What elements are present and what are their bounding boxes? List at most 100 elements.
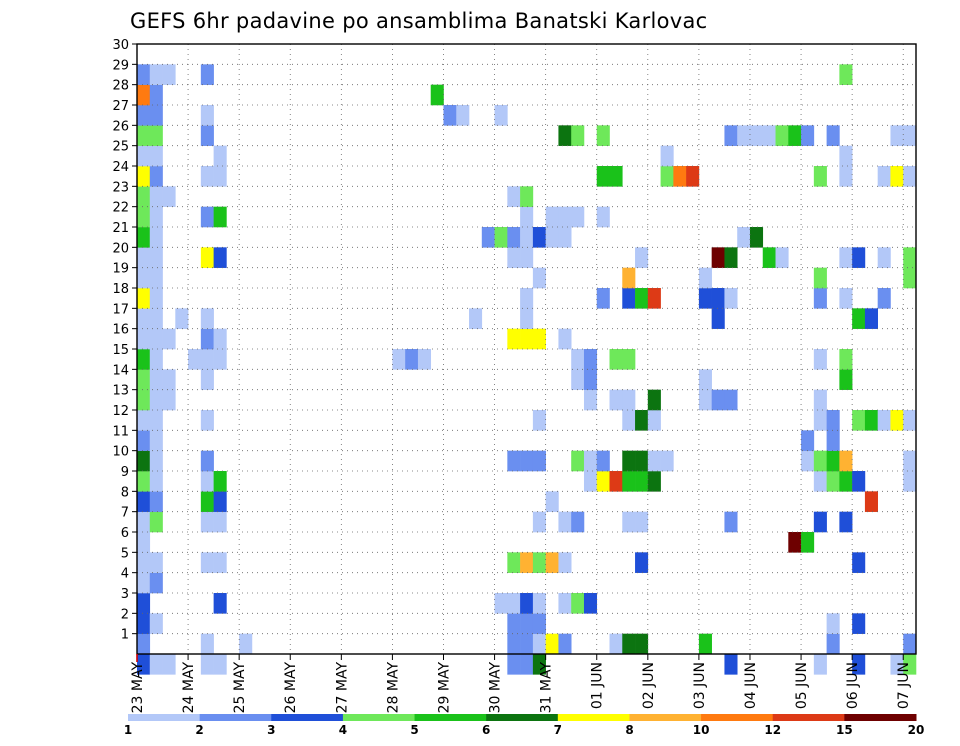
heatmap-cell — [149, 410, 163, 431]
heatmap-cell — [149, 572, 163, 594]
heatmap-cell — [801, 430, 815, 451]
heatmap-cell — [188, 349, 202, 370]
heatmap-cell — [520, 633, 534, 655]
x-tick-label: 24 MAY — [181, 662, 197, 714]
heatmap-cell — [558, 328, 572, 350]
heatmap-cell — [520, 552, 534, 573]
heatmap-cell — [609, 633, 623, 655]
heatmap-cell — [149, 389, 163, 411]
heatmap-cell — [200, 206, 214, 228]
heatmap-cell — [545, 552, 559, 573]
heatmap-cell — [417, 349, 432, 370]
heatmap-cell — [507, 613, 521, 634]
heatmap-cell — [532, 511, 546, 533]
heatmap-cell — [635, 633, 649, 655]
heatmap-cell — [647, 410, 661, 431]
y-tick-label: 1 — [121, 628, 129, 643]
heatmap-cell — [149, 552, 163, 573]
heatmap-cell — [137, 430, 151, 451]
heatmap-cell — [583, 349, 598, 370]
heatmap-cell — [622, 633, 636, 655]
heatmap-cell — [813, 166, 827, 187]
y-tick-label: 3 — [121, 587, 129, 602]
heatmap-cell — [137, 511, 151, 533]
x-tick-label: 01 JUN — [590, 662, 606, 709]
heatmap-cell — [839, 511, 853, 533]
heatmap-cell — [520, 328, 534, 350]
heatmap-cell — [558, 227, 572, 248]
heatmap-cell — [545, 227, 559, 248]
heatmap-cell — [903, 410, 917, 431]
heatmap-cell — [775, 247, 789, 268]
heatmap-cell — [137, 145, 151, 167]
heatmap-cell — [660, 450, 674, 472]
heatmap-cell — [149, 227, 163, 248]
y-tick-label: 9 — [121, 465, 129, 480]
y-tick-label: 12 — [112, 404, 129, 419]
heatmap-cell — [903, 654, 917, 675]
heatmap-cell — [724, 511, 738, 533]
heatmap-cell — [852, 471, 866, 492]
x-tick-label: 05 JUN — [794, 662, 810, 709]
heatmap-cell — [826, 125, 840, 146]
x-tick-label: 25 MAY — [232, 662, 248, 714]
heatmap-cell — [877, 410, 891, 431]
heatmap-cell — [494, 227, 508, 248]
heatmap-cell — [507, 328, 521, 350]
heatmap-cell — [200, 633, 214, 655]
heatmap-cell — [571, 349, 585, 370]
heatmap-cell — [583, 471, 598, 492]
heatmap-cell — [520, 186, 534, 207]
heatmap-cell — [137, 105, 151, 126]
heatmap-cell — [647, 389, 661, 411]
heatmap-cell — [520, 206, 534, 228]
heatmap-cell — [149, 105, 163, 126]
heatmap-cell — [839, 369, 853, 390]
heatmap-cell — [788, 125, 802, 146]
heatmap-cell — [813, 471, 827, 492]
heatmap-cell — [162, 654, 176, 675]
legend-swatch — [414, 714, 487, 721]
legend: 1 2 3 4 5 6 7 8 10 12 15 20 — [124, 714, 924, 737]
heatmap-cell — [149, 186, 163, 207]
legend-label: 5 — [410, 723, 418, 737]
heatmap-cell — [532, 613, 546, 634]
heatmap-cell — [532, 654, 546, 675]
heatmap-cell — [532, 328, 546, 350]
heatmap-cell — [864, 491, 878, 512]
heatmap-cell — [520, 308, 534, 329]
legend-label: 3 — [267, 723, 275, 737]
legend-swatch — [772, 714, 845, 721]
heatmap-cell — [622, 471, 636, 492]
heatmap-cell — [826, 633, 840, 655]
heatmap-cell — [137, 247, 151, 268]
legend-swatch — [629, 714, 702, 721]
heatmap-cell — [213, 349, 227, 370]
heatmap-cell — [839, 64, 853, 85]
y-axis: 1234567891011121314151617181920212223242… — [112, 38, 137, 643]
x-tick-label: 30 MAY — [488, 662, 504, 714]
heatmap-cell — [149, 654, 163, 675]
heatmap-cell — [520, 654, 534, 675]
heatmap-cell — [149, 64, 163, 85]
heatmap-cell — [571, 593, 585, 614]
heatmap-cell — [903, 471, 917, 492]
heatmap-cell — [864, 308, 878, 329]
heatmap-cell — [596, 288, 610, 309]
heatmap-cell — [558, 125, 572, 146]
heatmap-cell — [149, 511, 163, 533]
heatmap-cell — [622, 511, 636, 533]
heatmap-cell — [762, 247, 776, 268]
heatmap-cell — [558, 633, 572, 655]
heatmap-cell — [813, 450, 827, 472]
heatmap-cell — [162, 389, 176, 411]
heatmap-cell — [520, 288, 534, 309]
heatmap-cell — [200, 166, 214, 187]
heatmap-cell — [558, 593, 572, 614]
heatmap-cell — [200, 450, 214, 472]
heatmap-cell — [149, 450, 163, 472]
heatmap-cell — [137, 64, 151, 85]
legend-label: 8 — [625, 723, 633, 737]
legend-swatch — [128, 714, 201, 721]
heatmap-cell — [596, 450, 610, 472]
